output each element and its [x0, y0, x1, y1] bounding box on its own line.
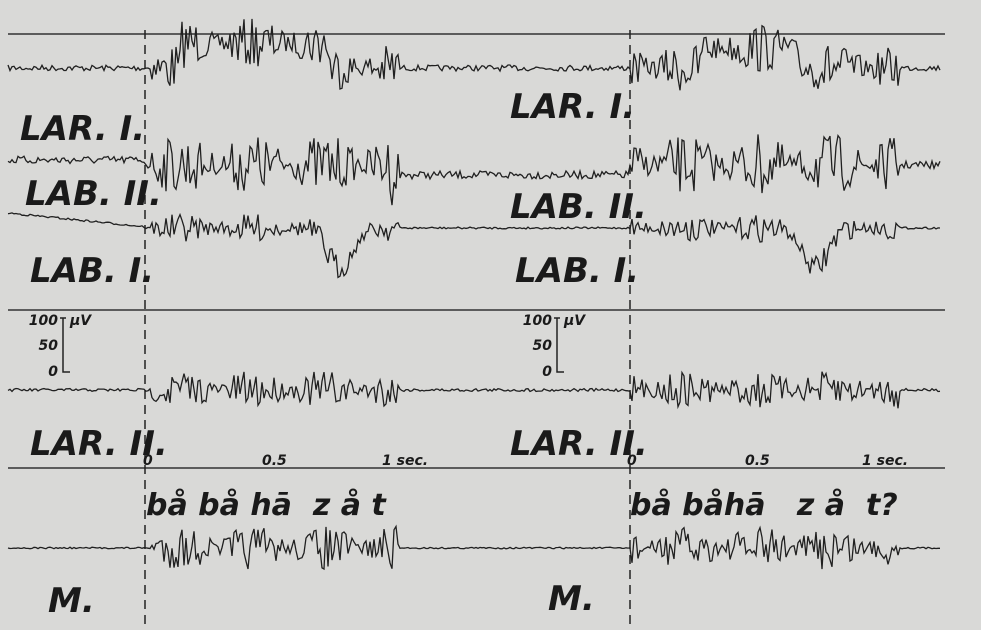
time-tick: 0.5: [262, 453, 287, 469]
utterance: bå bå hā z å t: [146, 488, 387, 523]
emg-trace: [7, 18, 941, 91]
scale-unit: µV: [69, 313, 92, 329]
time-tick: 0.5: [745, 453, 770, 469]
channel-label: LAB. I.: [30, 251, 154, 291]
scale-label: 50: [39, 338, 59, 354]
scale-bar: [60, 317, 70, 373]
time-tick: 1 sec.: [382, 453, 428, 469]
emg-trace: [7, 212, 941, 279]
emg-trace: [7, 524, 940, 571]
mic-label: M.: [548, 579, 595, 619]
scale-unit: µV: [563, 313, 586, 329]
time-tick: 0: [627, 453, 637, 469]
scale-label: 100: [523, 313, 552, 329]
channel-label: LAR. II.: [510, 424, 648, 464]
time-tick: 1 sec.: [862, 453, 908, 469]
emg-trace: [7, 370, 941, 410]
channel-label: LAB. II.: [510, 187, 647, 227]
emg-trace: [7, 133, 941, 206]
scale-label: 0: [542, 364, 552, 380]
scale-label: 100: [29, 313, 58, 329]
time-tick: 0: [143, 453, 153, 469]
traces: [7, 18, 941, 571]
channel-label: LAB. I.: [515, 251, 639, 291]
channel-label: LAR. I.: [20, 109, 145, 149]
scale-bar: [554, 317, 564, 373]
scale-label: 50: [533, 338, 553, 354]
channel-label: LAR. II.: [30, 424, 168, 464]
channel-label: LAR. I.: [510, 87, 635, 127]
channel-label: LAB. II.: [25, 174, 162, 214]
utterance: bå båhā z å t?: [630, 488, 898, 523]
scale-label: 0: [48, 364, 58, 380]
mic-label: M.: [48, 581, 95, 621]
